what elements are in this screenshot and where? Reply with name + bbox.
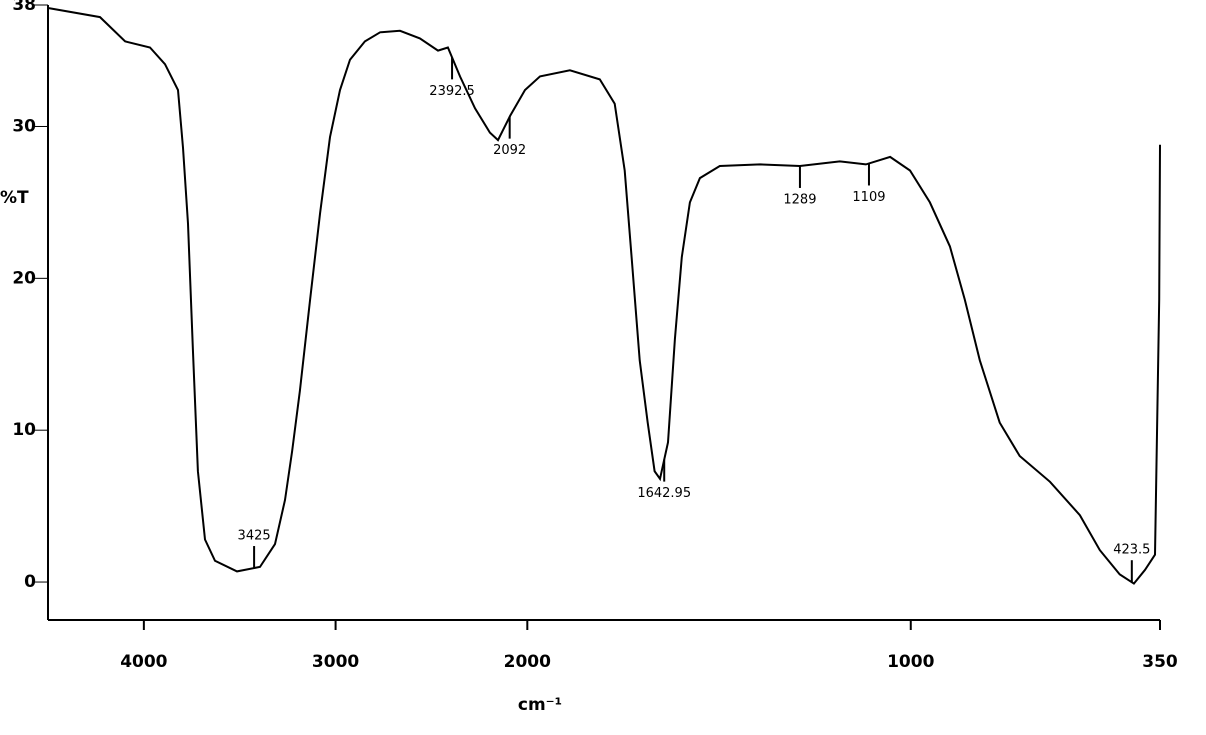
x-tick-label: 4000 [120,652,167,672]
spectrum-line [47,7,1161,585]
x-axis-label: cm⁻¹ [518,695,562,715]
peak-label: 3425 [238,529,271,544]
x-tick-label: 3000 [312,652,359,672]
peak-label: 1289 [783,192,816,207]
peak-label: 2092 [493,143,526,158]
x-tick-label: 2000 [504,652,551,672]
y-tick-label: 38 [12,0,36,15]
x-tick-label: 1000 [887,652,934,672]
peak-label: 1642.95 [637,486,691,501]
y-tick-label: 20 [12,268,36,288]
x-tick-label: 350 [1142,652,1178,672]
y-tick-label: 10 [12,420,36,440]
peak-label: 1109 [852,190,885,205]
peak-label: 2392.5 [429,84,475,99]
y-tick-label: 30 [12,116,36,136]
peak-label: 423.5 [1113,543,1150,558]
y-axis-label: %T [0,188,29,208]
y-tick-label: 0 [24,572,36,592]
